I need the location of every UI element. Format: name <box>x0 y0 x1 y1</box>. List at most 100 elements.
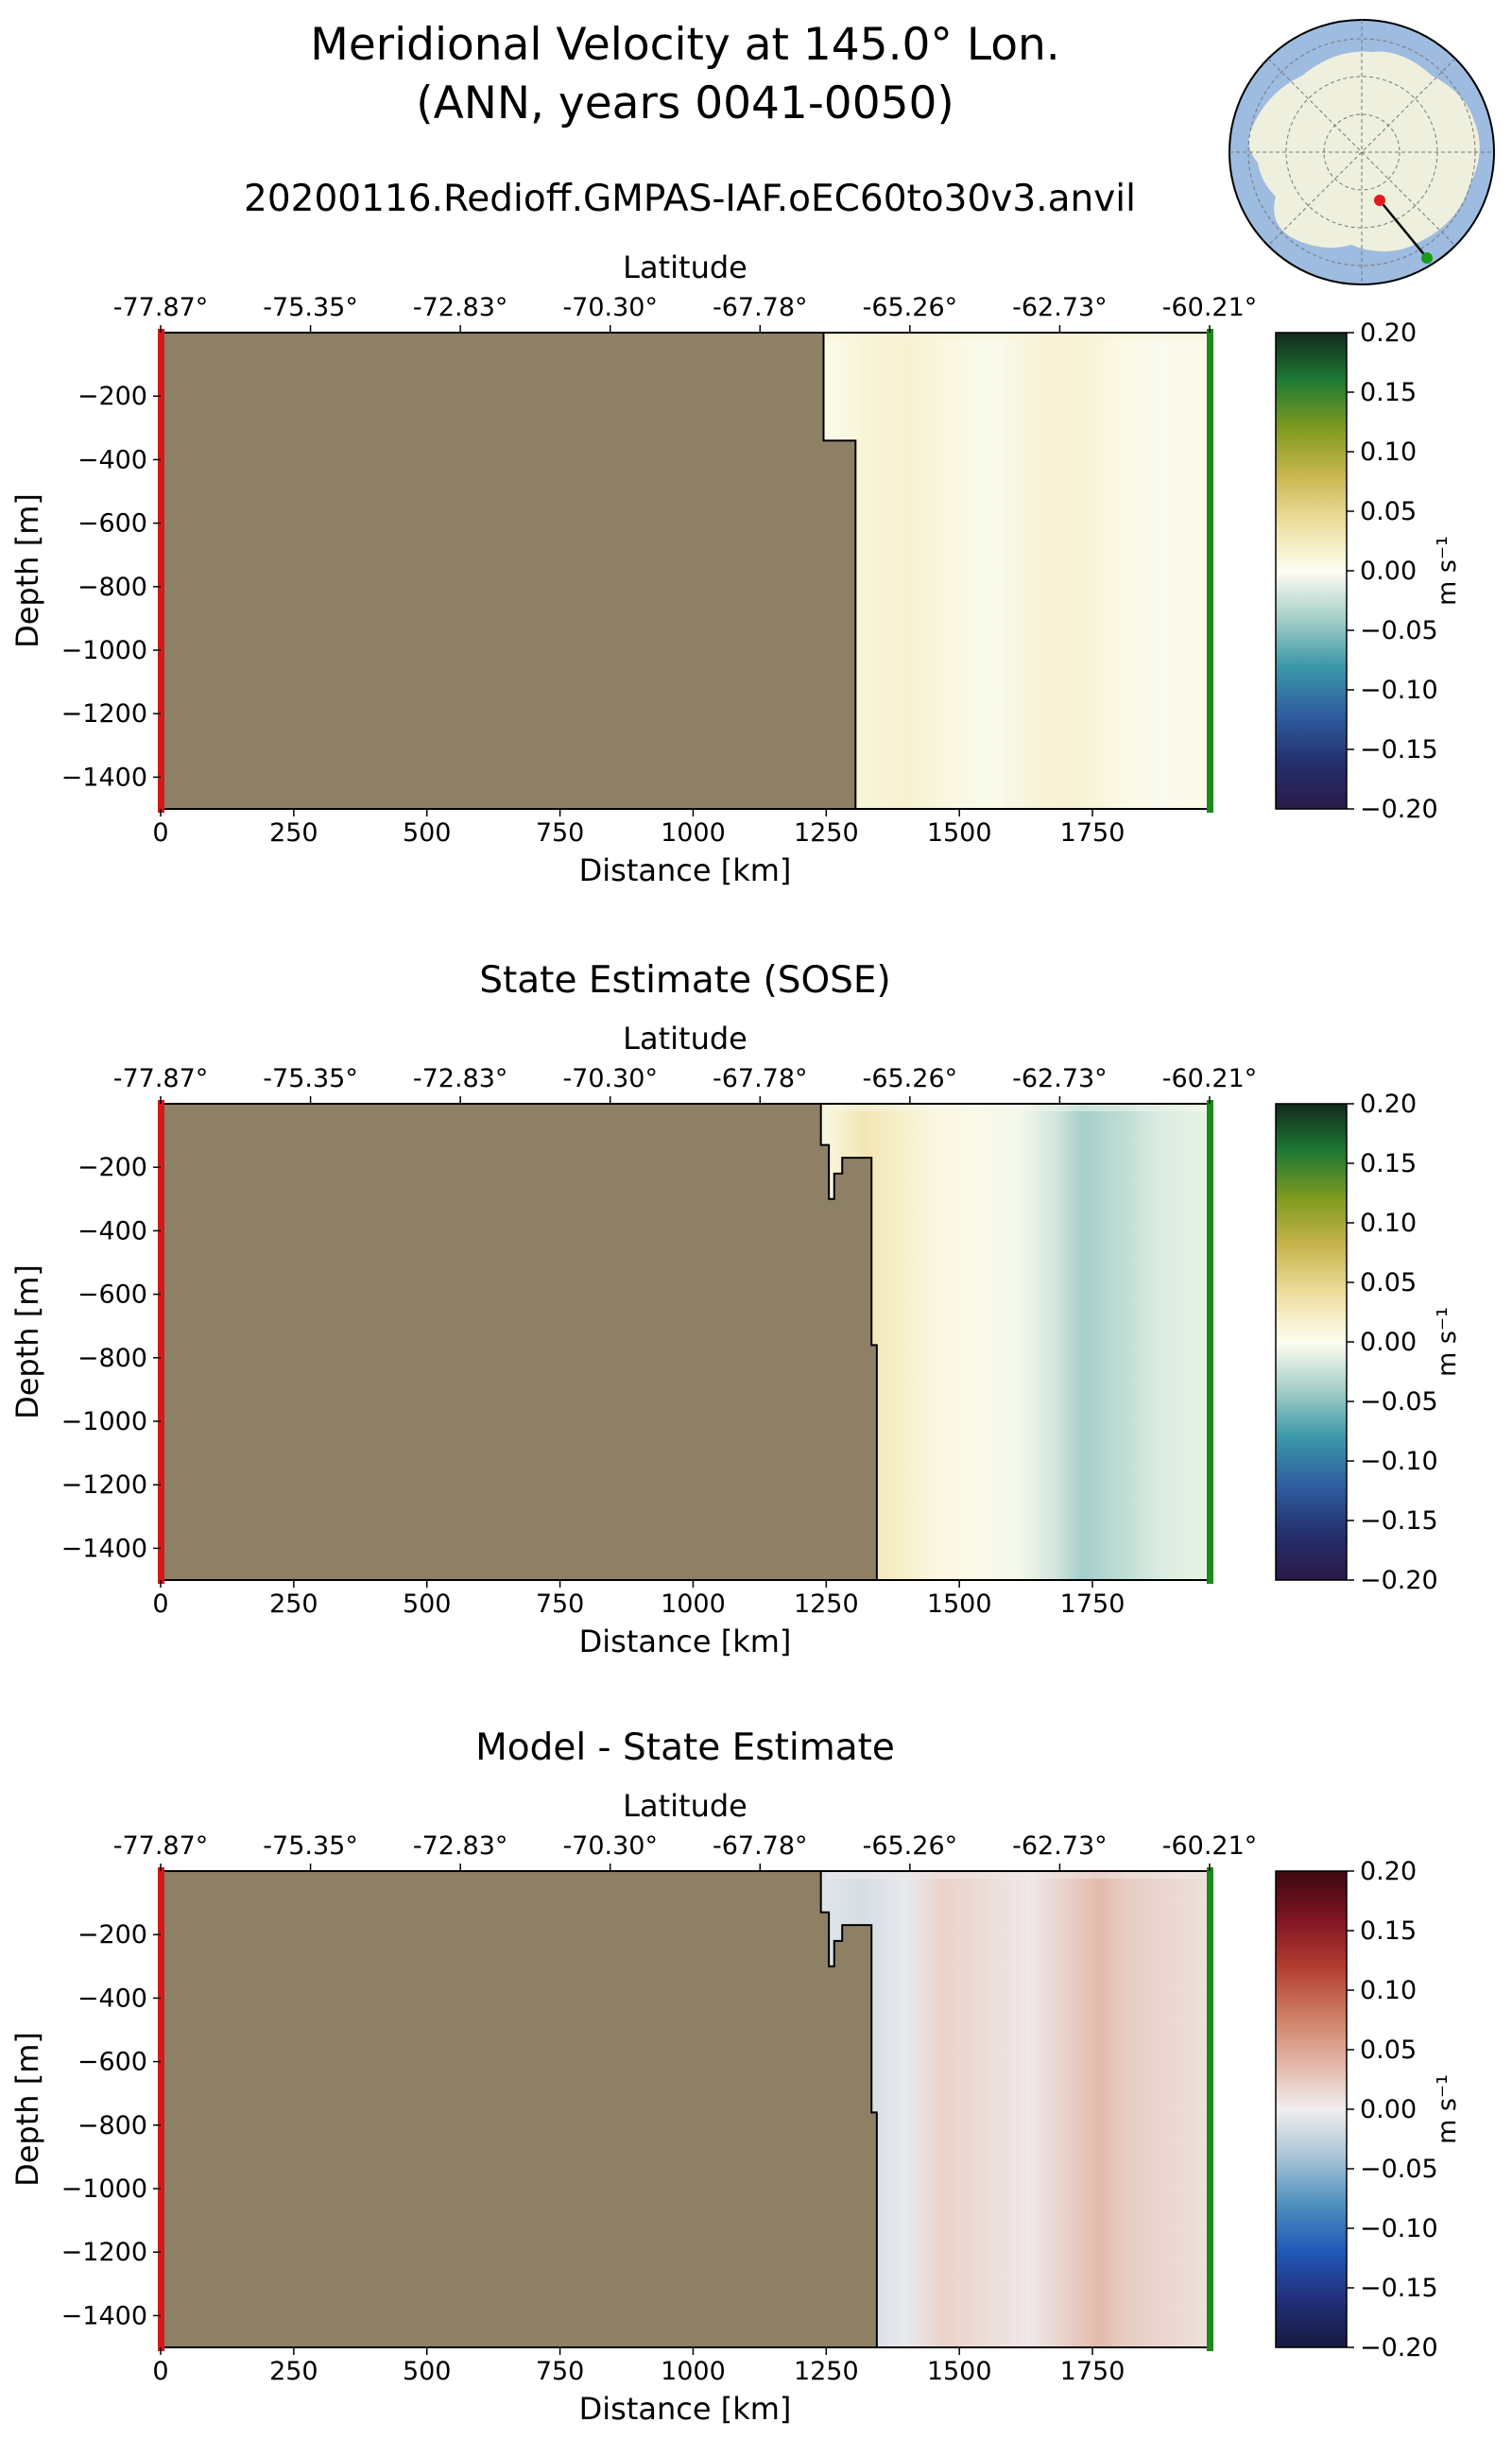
inset-map <box>1228 19 1495 285</box>
chart-panel-1: 0 250 500 750 1000 1250 1500 1750 Distance [km] −… <box>9 249 1462 888</box>
x-tick-label: 0 <box>152 818 168 848</box>
colorbar-tick-label: −0.15 <box>1360 2274 1438 2303</box>
colorbar-tick-label: −0.05 <box>1360 1387 1438 1417</box>
y-tick-label: −600 <box>77 2048 147 2077</box>
lat-tick-label: -60.21° <box>1162 1831 1258 1861</box>
colorbar-tick-label: −0.20 <box>1360 1566 1438 1595</box>
x-tick-label: 1250 <box>794 818 859 848</box>
lat-axis-label: Latitude <box>623 1788 747 1824</box>
lat-tick-label: -70.30° <box>562 1064 658 1093</box>
lat-tick-label: -67.78° <box>713 293 808 322</box>
x-tick-label: 1250 <box>794 2357 859 2386</box>
y-tick-label: −200 <box>77 382 147 411</box>
x-tick-label: 1500 <box>927 1589 992 1619</box>
colorbar-tick-label: 0.15 <box>1360 1149 1417 1178</box>
y-tick-label: −400 <box>77 445 147 474</box>
x-tick-label: 1500 <box>927 818 992 848</box>
panel-title: Model - State Estimate <box>475 1727 895 1769</box>
lat-tick-label: -65.26° <box>863 1831 958 1861</box>
x-tick-label: 1250 <box>794 1589 859 1619</box>
lat-axis-label: Latitude <box>623 1021 747 1057</box>
lat-tick-label: -72.83° <box>413 1831 508 1861</box>
y-tick-label: −1000 <box>61 1407 147 1436</box>
y-tick-label: −800 <box>77 573 147 602</box>
transect-start-bar <box>158 329 164 813</box>
x-tick-label: 250 <box>269 818 318 848</box>
x-tick-label: 1000 <box>661 818 726 848</box>
y-tick-label: −800 <box>77 2111 147 2140</box>
x-tick-label: 1000 <box>661 2357 726 2386</box>
transect-start-bar <box>158 1867 164 2351</box>
y-tick-label: −200 <box>77 1153 147 1182</box>
y-tick-label: −800 <box>77 1344 147 1373</box>
y-tick-label: −1200 <box>61 2238 147 2267</box>
x-tick-label: 750 <box>536 2357 585 2386</box>
chart-panel-3: Model - State Estimate 0 250 500 750 1000 1250… <box>9 1727 1462 2427</box>
colorbar <box>1275 1103 1348 1581</box>
colorbar-tick-label: −0.15 <box>1360 1506 1438 1536</box>
lat-tick-label: -75.35° <box>263 1064 358 1093</box>
y-tick-label: −1200 <box>61 1470 147 1500</box>
colorbar-tick-label: 0.20 <box>1360 318 1417 348</box>
x-tick-label: 750 <box>536 818 585 848</box>
lat-tick-label: -62.73° <box>1012 293 1108 322</box>
x-tick-label: 0 <box>152 1589 168 1619</box>
colorbar-tick-label: −0.05 <box>1360 2155 1438 2184</box>
colorbar-tick-label: 0.05 <box>1360 2036 1417 2065</box>
transect-start-bar <box>158 1100 164 1584</box>
x-tick-label: 1750 <box>1060 1589 1125 1619</box>
transect-end-bar <box>1207 329 1213 813</box>
bathymetry-outline <box>822 333 857 809</box>
antarctica-landmass <box>1248 51 1480 252</box>
surface-layer <box>826 1104 1210 1111</box>
lat-tick-label: -65.26° <box>863 1064 958 1093</box>
colorbar-tick-label: 0.10 <box>1360 1209 1417 1238</box>
y-tick-label: −600 <box>77 1280 147 1310</box>
colorbar-label: m s⁻¹ <box>1433 536 1462 606</box>
x-axis-label: Distance [km] <box>579 1624 792 1659</box>
y-tick-label: −1400 <box>61 2301 147 2330</box>
colorbar-tick-label: 0.10 <box>1360 438 1417 467</box>
colorbar-tick-label: 0.15 <box>1360 1916 1417 1946</box>
colorbar-tick-label: −0.20 <box>1360 2333 1438 2362</box>
transect-line <box>1379 199 1428 259</box>
colorbar-tick-label: 0.05 <box>1360 1268 1417 1297</box>
colorbar-tick-label: −0.05 <box>1360 616 1438 645</box>
lat-tick-label: -77.87° <box>113 293 209 322</box>
colorbar-tick-label: 0.20 <box>1360 1857 1417 1886</box>
x-tick-label: 0 <box>152 2357 168 2386</box>
lat-tick-label: -70.30° <box>562 1831 658 1861</box>
figure-subtitle: 20200116.Redioff.GMPAS-IAF.oEC60to30v3.a… <box>244 178 1136 220</box>
lat-tick-label: -67.78° <box>713 1064 808 1093</box>
colorbar-tick-label: 0.20 <box>1360 1090 1417 1119</box>
y-tick-label: −1400 <box>61 1534 147 1563</box>
land-mask <box>161 1104 877 1580</box>
x-tick-label: 1500 <box>927 2357 992 2386</box>
transect-end-bar <box>1207 1100 1213 1584</box>
x-axis-label: Distance [km] <box>579 852 792 888</box>
x-tick-label: 1750 <box>1060 818 1125 848</box>
lat-tick-label: -72.83° <box>413 1064 508 1093</box>
x-tick-label: 1000 <box>661 1589 726 1619</box>
lat-tick-label: -77.87° <box>113 1064 209 1093</box>
lat-tick-label: -62.73° <box>1012 1064 1108 1093</box>
bathymetry-outline <box>819 1871 878 2347</box>
graticule-lines <box>1229 20 1494 284</box>
lat-tick-label: -65.26° <box>863 293 958 322</box>
land-mask <box>161 333 856 809</box>
lat-tick-label: -62.73° <box>1012 1831 1108 1861</box>
surface-layer <box>826 333 1210 340</box>
x-tick-label: 750 <box>536 1589 585 1619</box>
x-tick-label: 1750 <box>1060 2357 1125 2386</box>
land-mask <box>161 1871 877 2347</box>
y-tick-label: −600 <box>77 509 147 539</box>
colorbar-tick-label: −0.10 <box>1360 1447 1438 1476</box>
transect-start-marker <box>1374 195 1385 206</box>
panel-title: State Estimate (SOSE) <box>479 959 891 1002</box>
y-tick-label: −400 <box>77 1216 147 1246</box>
colorbar-tick-label: −0.15 <box>1360 735 1438 765</box>
x-axis-label: Distance [km] <box>579 2391 792 2427</box>
y-axis-label: Depth [m] <box>9 493 45 648</box>
x-tick-label: 250 <box>269 1589 318 1619</box>
